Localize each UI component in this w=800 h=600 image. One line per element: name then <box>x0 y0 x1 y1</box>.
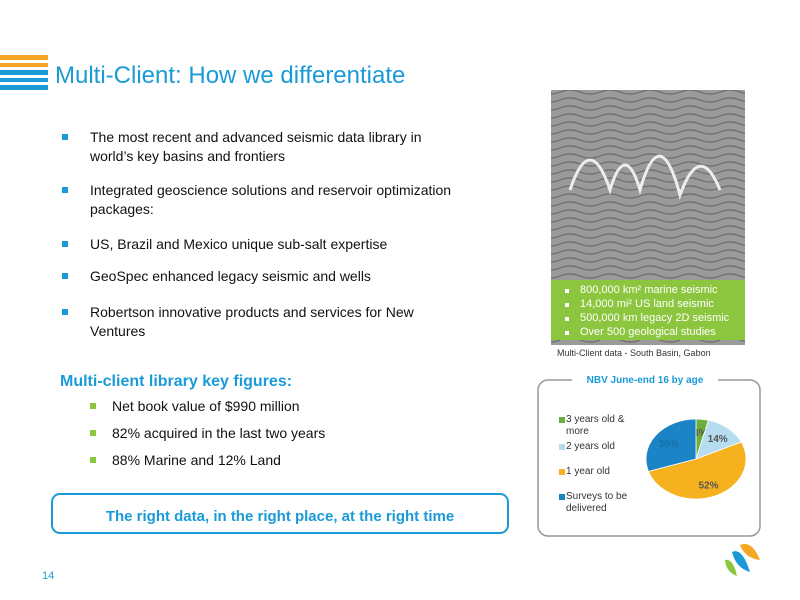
legend-label: 3 years old & more <box>566 414 625 437</box>
chart-title-bg <box>572 372 718 390</box>
slice-label: 30% <box>658 439 678 450</box>
stripe <box>0 78 48 82</box>
logo <box>725 559 737 576</box>
bullet-marker <box>62 273 68 279</box>
legend-label: 2 years old <box>566 441 615 452</box>
tagline-box <box>51 493 509 534</box>
image-bullet: 14,000 mi² US land seismic <box>580 298 714 310</box>
bullet: The most recent and advanced seismic dat… <box>90 129 422 164</box>
page-number: 14 <box>42 570 55 582</box>
bullet-marker <box>565 289 569 293</box>
tagline: The right data, in the right place, at t… <box>105 508 455 525</box>
title: Multi-Client: How we differentiate <box>55 62 406 89</box>
bullet: GeoSpec enhanced legacy seismic and well… <box>90 268 371 284</box>
slice-label: 52% <box>699 480 719 491</box>
bullet: Robertson innovative products and servic… <box>90 304 414 339</box>
stripe <box>0 70 48 75</box>
legend-swatch <box>559 469 565 475</box>
logo <box>740 544 760 560</box>
key-figure: Net book value of $990 million <box>112 398 300 414</box>
bullet: US, Brazil and Mexico unique sub-salt ex… <box>90 236 388 252</box>
bullet-marker <box>565 303 569 307</box>
pie-slice <box>645 418 697 472</box>
stripe <box>0 63 48 67</box>
chart-title: NBV June-end 16 by age <box>586 375 704 386</box>
image-bullet: 800,000 km² marine seismic <box>580 284 718 296</box>
key-figure: 82% acquired in the last two years <box>112 425 326 441</box>
bullet-marker <box>62 241 68 247</box>
logo <box>732 551 750 572</box>
image-box <box>551 280 745 340</box>
image-bullet: 500,000 km legacy 2D seismic <box>580 312 730 324</box>
pie: 4%14% 52% 30% <box>645 418 747 500</box>
stripe <box>0 55 48 60</box>
bullet-marker <box>565 331 569 335</box>
key-figures-title: Multi-client library key figures: <box>60 373 293 390</box>
legend-swatch <box>559 417 565 423</box>
legend-label: 1 year old <box>566 466 610 477</box>
bullet-marker <box>90 430 96 436</box>
slice-label: 4% <box>693 428 708 439</box>
bullet: Integrated geoscience solutions and rese… <box>90 182 452 217</box>
key-figure: 88% Marine and 12% Land <box>112 452 281 468</box>
stripe <box>0 85 48 90</box>
pie-slice <box>647 441 747 500</box>
legend-label: Surveys to be delivered <box>566 491 628 514</box>
bullet-marker <box>62 134 68 140</box>
bullet-marker <box>90 403 96 409</box>
seismic-horizon <box>568 154 722 200</box>
bullet-marker <box>565 317 569 321</box>
legend-swatch <box>559 444 565 450</box>
image-bullet: Over 500 geological studies <box>580 326 716 338</box>
bullet-marker <box>62 187 68 193</box>
legend-swatch <box>559 494 565 500</box>
bullet-marker <box>90 457 96 463</box>
slice-label: 14% <box>708 434 728 445</box>
bullet-marker <box>62 309 68 315</box>
caption: Multi-Client data - South Basin, Gabon <box>557 348 711 358</box>
